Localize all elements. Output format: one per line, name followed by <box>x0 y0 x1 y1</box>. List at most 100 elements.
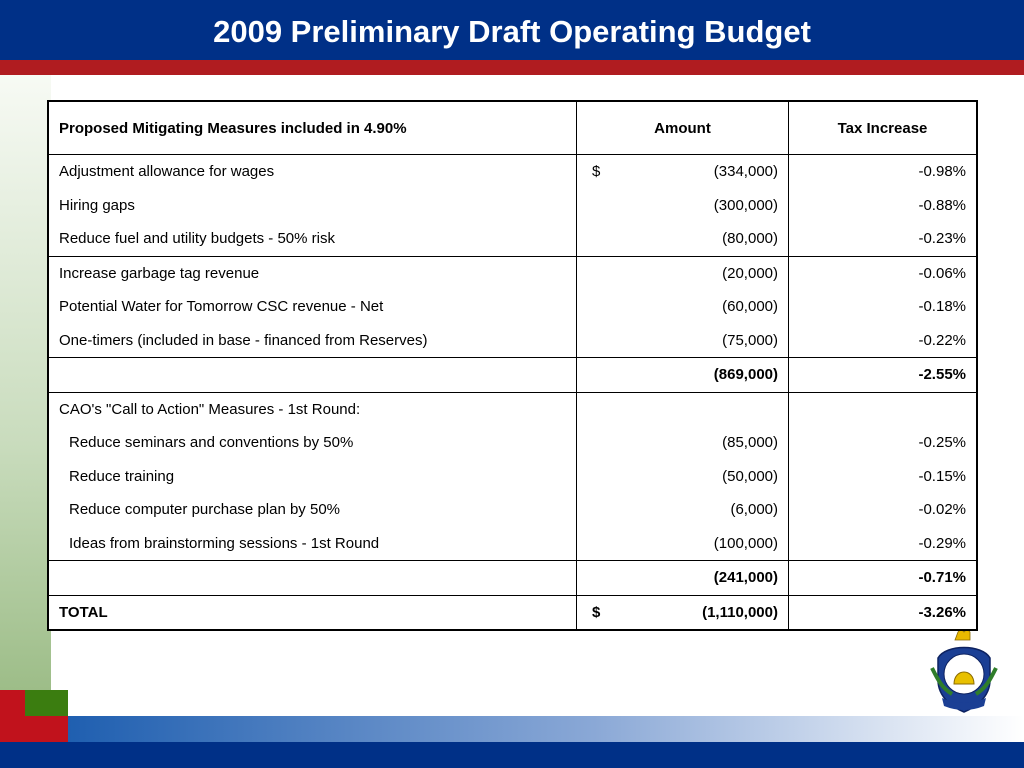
table-row: Adjustment allowance for wages $ (334,000)… <box>47 154 978 189</box>
section: Increase garbage tag revenue (20,000) -0.0… <box>47 256 978 392</box>
label-cell: Reduce seminars and conventions by 50% <box>47 426 577 460</box>
tax-cell: -3.26% <box>788 594 978 630</box>
label-cell: Reduce computer purchase plan by 50% <box>47 493 577 527</box>
tax-cell: -0.23% <box>788 222 978 256</box>
amount: (80,000) <box>722 230 778 248</box>
title: 2009 Preliminary Draft Operating Budget <box>213 14 811 49</box>
table-row: (869,000) -2.55% <box>47 357 978 392</box>
amount: (300,000) <box>713 196 778 214</box>
row-label: Potential Water for Tomorrow CSC revenue… <box>59 298 384 316</box>
amount: (20,000) <box>722 264 778 282</box>
tax-increase: -0.06% <box>918 264 966 282</box>
left-strip <box>0 75 51 690</box>
tax-increase: -0.22% <box>918 331 966 349</box>
total-section: TOTAL $ (1,110,000) -3.26% <box>47 594 978 630</box>
tax-cell: -0.18% <box>788 290 978 324</box>
row-label: Adjustment allowance for wages <box>59 163 275 181</box>
tax-increase: -0.25% <box>918 434 966 452</box>
amount: (60,000) <box>722 298 778 316</box>
amount-cell: (60,000) <box>576 290 789 324</box>
amount-cell <box>576 392 789 426</box>
amount-cell: $ (334,000) <box>576 154 789 189</box>
amount-cell: (20,000) <box>576 256 789 290</box>
amount: (75,000) <box>722 331 778 349</box>
amount-cell: (85,000) <box>576 426 789 460</box>
amount-cell: (6,000) <box>576 493 789 527</box>
tax-increase: -0.02% <box>918 501 966 519</box>
currency: $ <box>592 603 601 621</box>
row-label: Ideas from brainstorming sessions - 1st … <box>69 534 380 552</box>
table-row: Increase garbage tag revenue (20,000) -0.0… <box>47 256 978 290</box>
label-cell: CAO's "Call to Action" Measures - 1st Ro… <box>47 392 577 426</box>
tax-increase: -3.26% <box>918 603 966 621</box>
label-cell: Reduce fuel and utility budgets - 50% ri… <box>47 222 577 256</box>
tax-increase: -0.23% <box>918 230 966 248</box>
amount: (334,000) <box>713 163 778 181</box>
amount: (241,000) <box>713 569 778 587</box>
table-row: Hiring gaps (300,000) -0.88% <box>47 188 978 222</box>
amount-cell: (241,000) <box>576 560 789 595</box>
tax-cell: -0.88% <box>788 188 978 222</box>
label-cell <box>47 357 577 392</box>
amount: (1,110,000) <box>702 603 778 621</box>
section: Adjustment allowance for wages $ (334,000)… <box>47 154 978 256</box>
tax-increase: -0.98% <box>918 163 966 181</box>
table-row: (241,000) -0.71% <box>47 560 978 595</box>
column-header: Proposed Mitigating Measures included in… <box>47 101 577 155</box>
amount: (869,000) <box>713 366 778 384</box>
tax-cell: -2.55% <box>788 357 978 392</box>
tax-cell <box>788 392 978 426</box>
blue-gradient-bar <box>68 716 1024 742</box>
label-cell: Ideas from brainstorming sessions - 1st … <box>47 526 577 561</box>
amount-cell: (300,000) <box>576 188 789 222</box>
amount: (6,000) <box>730 501 778 519</box>
header-row: Proposed Mitigating Measures included in… <box>47 101 978 155</box>
table-row: One-timers (included in base - financed … <box>47 323 978 358</box>
row-label: One-timers (included in base - financed … <box>59 331 428 349</box>
label-cell: Potential Water for Tomorrow CSC revenue… <box>47 290 577 324</box>
table-row: TOTAL $ (1,110,000) -3.26% <box>47 594 978 630</box>
title-bar: 2009 Preliminary Draft Operating Budget <box>0 0 1024 60</box>
amount-cell: (100,000) <box>576 526 789 561</box>
section: CAO's "Call to Action" Measures - 1st Ro… <box>47 392 978 595</box>
row-label: Reduce training <box>69 467 175 485</box>
amount-cell: (869,000) <box>576 357 789 392</box>
tax-increase: -0.71% <box>918 569 966 587</box>
amount-cell: (75,000) <box>576 323 789 358</box>
label-cell: One-timers (included in base - financed … <box>47 323 577 358</box>
table-row: Reduce fuel and utility budgets - 50% ri… <box>47 222 978 256</box>
column-header: Tax Increase <box>788 101 978 155</box>
red-stripe <box>0 60 1024 75</box>
amount: (50,000) <box>722 467 778 485</box>
table-row: Reduce training (50,000) -0.15% <box>47 459 978 493</box>
row-label: Increase garbage tag revenue <box>59 264 260 282</box>
row-label: Hiring gaps <box>59 196 135 214</box>
crest-logo <box>930 628 998 713</box>
table-row: Reduce seminars and conventions by 50% (8… <box>47 426 978 460</box>
table-row: Potential Water for Tomorrow CSC revenue… <box>47 290 978 324</box>
table-row: Ideas from brainstorming sessions - 1st … <box>47 526 978 561</box>
column-header: Amount <box>576 101 789 155</box>
table-row: Reduce computer purchase plan by 50% (6,0… <box>47 493 978 527</box>
label-cell: Adjustment allowance for wages <box>47 154 577 189</box>
label-cell <box>47 560 577 595</box>
tax-increase: -2.55% <box>918 366 966 384</box>
section-heading: CAO's "Call to Action" Measures - 1st Ro… <box>59 400 361 418</box>
row-label: Reduce seminars and conventions by 50% <box>69 434 354 452</box>
tax-cell: -0.29% <box>788 526 978 561</box>
tax-increase: -0.18% <box>918 298 966 316</box>
label-cell: Reduce training <box>47 459 577 493</box>
amount-cell: $ (1,110,000) <box>576 594 789 630</box>
tax-cell: -0.02% <box>788 493 978 527</box>
tax-cell: -0.22% <box>788 323 978 358</box>
tax-cell: -0.25% <box>788 426 978 460</box>
tax-increase: -0.29% <box>918 534 966 552</box>
row-label: Reduce computer purchase plan by 50% <box>69 501 340 519</box>
green-square <box>25 690 68 716</box>
tax-cell: -0.71% <box>788 560 978 595</box>
label-cell: TOTAL <box>47 594 577 630</box>
bottom-bar <box>0 742 1024 768</box>
row-label: TOTAL <box>59 603 108 621</box>
label-cell: Hiring gaps <box>47 188 577 222</box>
